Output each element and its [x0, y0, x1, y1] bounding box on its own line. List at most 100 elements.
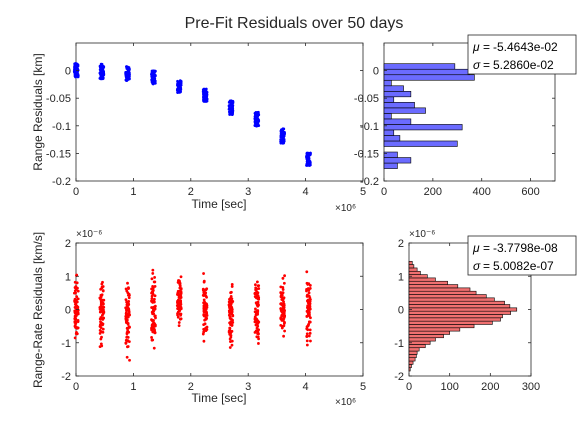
range-histogram-bar	[383, 124, 463, 131]
range-rate-residual-point	[100, 313, 104, 317]
range-rate-residual-point	[176, 315, 180, 319]
range-rate-residual-point	[73, 299, 77, 303]
range-rate-residual-point	[203, 301, 206, 304]
range-residual-point	[308, 163, 312, 167]
range-scatter-xtick-label: 5	[360, 186, 366, 198]
range-rate-residual-point	[227, 330, 231, 334]
range-histogram-ytick-label: -0.2	[360, 176, 379, 188]
range-residual-point	[202, 96, 206, 100]
range-rate-residual-point	[124, 318, 128, 322]
range-rate-residual-point	[305, 309, 309, 313]
range-rate-histogram-bar	[408, 334, 444, 339]
range-histogram-bar	[383, 102, 415, 109]
range-rate-residual-point	[100, 300, 103, 304]
range-rate-residual-point	[102, 311, 106, 314]
range-rate-residual-point	[308, 298, 312, 301]
range-scatter-xtick-label: 2	[188, 186, 194, 198]
range-rate-residual-point	[202, 298, 206, 302]
range-residual-point	[179, 83, 183, 87]
range-histogram-xtick-label: 0	[381, 186, 387, 198]
range-rate-histogram-bar	[408, 340, 431, 345]
range-rate-residual-point	[305, 339, 309, 343]
range-rate-histogram-ytick-label: 2	[398, 238, 404, 250]
range-rate-residual-point	[125, 335, 129, 339]
range-rate-residual-point	[205, 305, 209, 309]
range-residual-point	[256, 117, 259, 120]
range-rate-scatter-ytick-label: 0	[65, 305, 71, 317]
range-rate-histogram-bar	[408, 264, 415, 269]
range-residual-point	[305, 163, 308, 167]
range-rate-residual-point	[127, 296, 131, 300]
range-rate-histogram-bar	[408, 294, 487, 299]
range-histogram-bar	[383, 107, 426, 114]
range-rate-histogram-bar	[408, 280, 448, 285]
range-rate-residual-point	[150, 336, 153, 339]
range-residual-point	[230, 106, 234, 110]
range-rate-residual-point	[229, 294, 233, 298]
range-rate-residual-point	[202, 339, 206, 343]
range-residual-point	[282, 132, 286, 136]
range-rate-scatter-ytick-label: -1	[61, 338, 71, 350]
range-rate-residual-point	[255, 280, 259, 284]
range-rate-residual-point	[280, 324, 284, 328]
range-rate-residual-point	[176, 293, 179, 296]
range-rate-residual-point	[176, 289, 180, 293]
range-rate-residual-point	[283, 274, 286, 278]
range-residual-point	[205, 97, 209, 101]
range-rate-residual-point	[100, 293, 104, 297]
range-rate-residual-point	[73, 317, 77, 321]
range-scatter-ytick-label: -0.15	[46, 148, 71, 160]
range-rate-residual-point	[279, 285, 283, 289]
range-rate-residual-point	[307, 288, 311, 292]
range-rate-residual-point	[101, 280, 104, 284]
range-rate-histogram-bar	[408, 350, 418, 355]
range-scatter-ytick-label: 0	[65, 66, 71, 78]
range-rate-mu-value: -3.7798e-08	[493, 241, 558, 255]
range-scatter-ytick-label: -0.05	[46, 93, 71, 105]
range-rate-residual-point	[177, 324, 181, 327]
range-rate-residual-point	[76, 289, 80, 293]
range-rate-residual-point	[153, 328, 156, 332]
range-histogram-bar	[383, 135, 401, 142]
range-rate-residual-point	[202, 280, 206, 284]
range-rate-residual-point	[279, 302, 283, 305]
range-histogram-ytick-label: 0	[373, 66, 379, 78]
range-rate-residual-point	[255, 296, 258, 300]
range-rate-residual-point	[254, 307, 257, 311]
range-rate-residual-point	[203, 292, 207, 296]
range-rate-scatter-xtick-label: 4	[303, 381, 309, 393]
range-rate-residual-point	[75, 332, 79, 336]
range-rate-residual-point	[99, 342, 103, 346]
range-rate-residual-point	[150, 297, 154, 300]
range-rate-residual-point	[128, 293, 131, 297]
range-rate-residual-point	[100, 335, 103, 339]
range-rate-residual-point	[203, 307, 206, 311]
range-scatter-xtick-label: 3	[245, 186, 251, 198]
range-rate-scatter-xtick-label: 0	[73, 381, 79, 393]
range-rate-residual-point	[179, 288, 183, 291]
range-rate-histogram-plot: 0 100 200 300 2 1 0 -1 -2 ×10⁻⁶ μ = -3.7798e-08 …	[394, 229, 577, 393]
range-residual-point	[73, 62, 77, 66]
range-residual-point	[126, 73, 129, 77]
range-rate-residual-point	[178, 302, 182, 306]
range-rate-residual-point	[128, 358, 131, 362]
range-sigma-value: 5.2860e-02	[493, 58, 554, 72]
range-rate-residual-point	[153, 331, 157, 335]
range-residual-point	[150, 80, 154, 84]
range-residual-point	[73, 73, 77, 77]
range-mu-symbol: μ	[472, 40, 480, 54]
range-rate-residual-point	[98, 345, 102, 349]
range-rate-histogram-y-exponent: ×10⁻⁶	[409, 229, 435, 240]
range-rate-histogram-xtick-label: 300	[522, 381, 540, 393]
range-histogram-bar	[383, 68, 470, 76]
range-residual-point	[73, 65, 77, 69]
range-rate-residual-point	[305, 287, 308, 291]
range-rate-residual-point	[179, 307, 183, 311]
range-scatter-xlabel: Time [sec]	[192, 197, 247, 211]
range-residual-point	[308, 152, 312, 156]
range-residual-point	[99, 66, 103, 70]
range-rate-residual-point	[101, 316, 105, 320]
range-rate-scatter-xtick-label: 1	[130, 381, 136, 393]
range-rate-residual-point	[176, 301, 179, 305]
